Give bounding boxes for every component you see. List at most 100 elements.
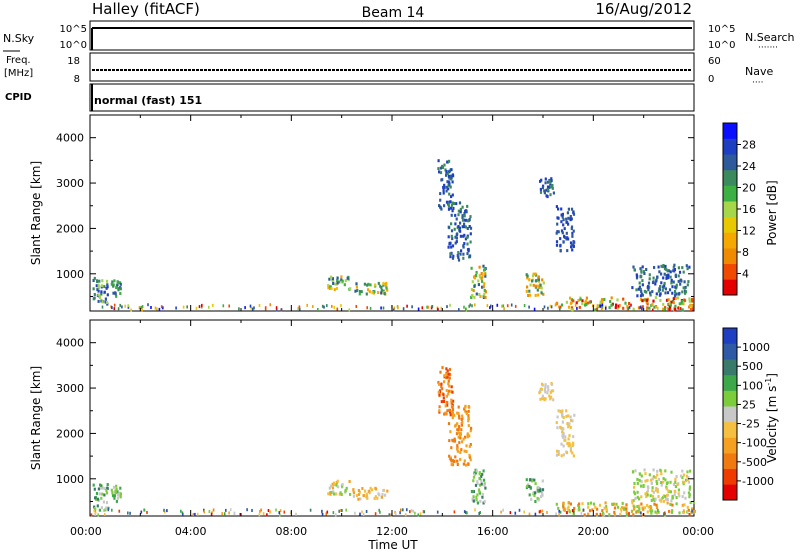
power-cell [545, 194, 548, 198]
velocity-ground-cell [279, 509, 282, 513]
power-cell [354, 289, 357, 293]
velocity-cell [622, 507, 626, 511]
velocity-ground-cell [359, 512, 361, 516]
velocity-cell [668, 509, 671, 513]
power-cell [534, 272, 537, 276]
velocity-ground-cell [354, 511, 356, 515]
velocity-cell [456, 428, 459, 432]
velocity-cell [633, 482, 636, 485]
power-cell [92, 279, 95, 282]
power-cell [617, 304, 620, 308]
power-cell [569, 215, 572, 218]
velocity-ground-cell [221, 512, 223, 516]
velocity-cell [469, 458, 472, 462]
velocity-cell [119, 486, 122, 490]
velocity-cell [465, 450, 468, 453]
power-cell [681, 299, 684, 303]
power-y-tick-label: 4000 [56, 132, 84, 145]
velocity-ground-cell [332, 511, 335, 515]
velocity-cell [619, 512, 622, 516]
velocity-cell [587, 505, 590, 509]
power-cell [447, 204, 450, 208]
power-cell [443, 204, 446, 208]
power-cell [655, 292, 658, 296]
power-cell [477, 279, 480, 283]
velocity-cell [625, 512, 629, 516]
power-ground-cell [474, 303, 476, 307]
velocity-cell [349, 492, 352, 496]
power-cell [344, 279, 347, 283]
power-cell [101, 300, 104, 304]
velocity-cell [335, 483, 338, 487]
power-cell [328, 277, 331, 281]
power-cell [106, 302, 109, 306]
power-cell [639, 287, 642, 291]
power-cell [642, 270, 646, 274]
velocity-cell [103, 493, 106, 497]
velocity-cell [641, 506, 644, 510]
velocity-ground-cell [180, 509, 182, 513]
velocity-ground-cell [474, 508, 476, 512]
power-cell [635, 273, 638, 277]
power-cell [111, 280, 114, 284]
velocity-cell [562, 508, 565, 512]
power-cell [542, 292, 545, 296]
velocity-colorbar-label-main: Velocity [m s [765, 386, 779, 463]
velocity-cell [650, 498, 653, 502]
velocity-cell [457, 405, 460, 409]
velocity-cell [451, 438, 454, 442]
velocity-cell [557, 452, 560, 456]
power-cell [100, 299, 103, 303]
velocity-cell [474, 468, 477, 472]
velocity-cell [608, 513, 611, 517]
velocity-cell [569, 446, 572, 450]
velocity-cell [481, 495, 484, 499]
velocity-cell [528, 493, 531, 497]
power-ground-cell [402, 307, 405, 311]
velocity-cell [583, 513, 586, 517]
power-cell [632, 307, 635, 311]
velocity-cell [601, 509, 604, 513]
time-tick-label: 20:00 [577, 525, 609, 538]
velocity-cell [557, 450, 560, 453]
power-ground-cell [446, 305, 448, 309]
power-cell [675, 283, 678, 287]
power-cell [688, 305, 691, 309]
velocity-cell [451, 416, 454, 420]
velocity-cell [99, 483, 102, 487]
power-cell [363, 282, 366, 286]
power-cell [611, 302, 614, 306]
velocity-ground-cell [246, 508, 248, 512]
power-ground-cell [250, 306, 252, 310]
velocity-ground-cell [419, 512, 422, 516]
power-cell [649, 293, 652, 297]
velocity-cell [457, 431, 460, 435]
power-ground-cell [124, 304, 126, 308]
power-ground-cell [502, 304, 505, 308]
cpid-label: CPID [5, 92, 32, 103]
velocity-cell [662, 477, 665, 480]
velocity-cell [549, 397, 552, 401]
velocity-cell [632, 499, 635, 502]
velocity-cell [529, 478, 532, 482]
velocity-cell [640, 480, 643, 484]
velocity-ground-cell [129, 511, 131, 515]
velocity-cell [467, 462, 470, 466]
velocity-colorbar-label-end: ] [765, 373, 779, 378]
power-cell [544, 177, 547, 181]
power-cell [341, 279, 344, 283]
power-cell [639, 297, 643, 301]
velocity-cell [565, 414, 568, 418]
velocity-cell [457, 428, 460, 432]
power-cell [659, 292, 662, 296]
power-cell [546, 188, 549, 192]
power-ground-cell [275, 308, 278, 312]
velocity-cell [94, 507, 97, 511]
velocity-cell [625, 510, 628, 514]
power-cell [103, 285, 106, 289]
power-cell [559, 248, 562, 252]
power-cell [546, 180, 550, 184]
power-ground-cell [195, 306, 198, 310]
power-cell [92, 297, 95, 301]
